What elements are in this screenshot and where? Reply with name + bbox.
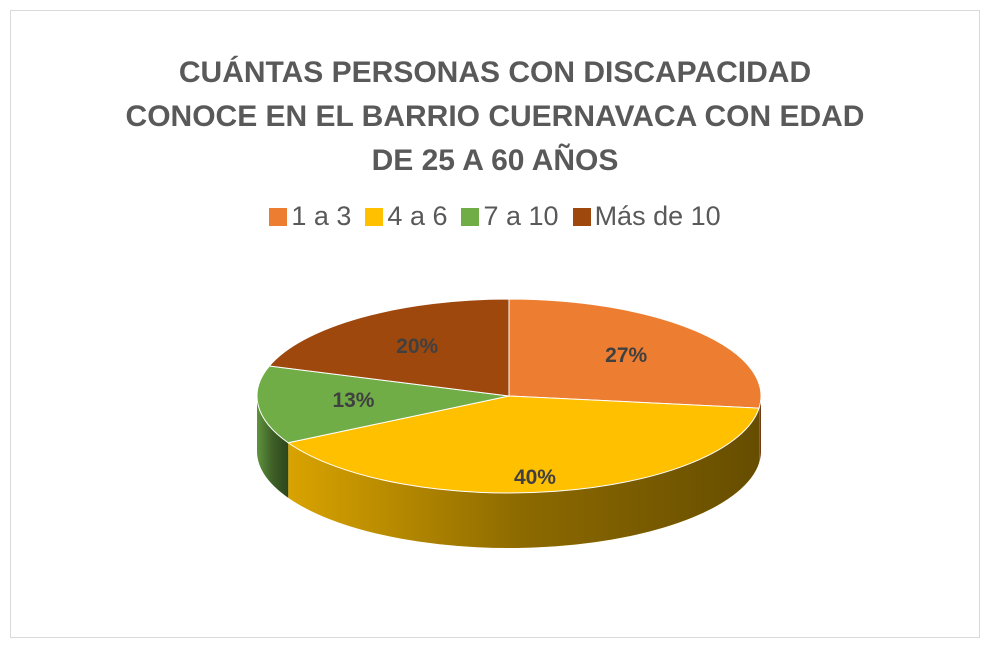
slice bbox=[268, 298, 510, 397]
legend-item: 4 a 6 bbox=[365, 201, 447, 232]
legend-label: 1 a 3 bbox=[291, 201, 352, 231]
legend-item: Más de 10 bbox=[572, 201, 721, 232]
legend: 1 a 3 4 a 6 7 a 10 Más de 10 bbox=[11, 201, 979, 232]
slice bbox=[508, 298, 762, 409]
chart-frame: CUÁNTAS PERSONAS CON DISCAPACIDAD CONOCE… bbox=[10, 10, 980, 638]
legend-label: Más de 10 bbox=[594, 201, 721, 231]
slice bbox=[286, 395, 760, 494]
data-label: 13% bbox=[332, 389, 374, 412]
legend-item: 1 a 3 bbox=[269, 201, 351, 232]
legend-swatch bbox=[461, 207, 480, 226]
legend-swatch bbox=[572, 207, 591, 226]
title-box: CUÁNTAS PERSONAS CON DISCAPACIDAD CONOCE… bbox=[11, 51, 979, 183]
legend-swatch bbox=[365, 207, 384, 226]
chart-title: CUÁNTAS PERSONAS CON DISCAPACIDAD CONOCE… bbox=[125, 56, 865, 177]
legend-swatch bbox=[269, 207, 288, 226]
side-shade bbox=[288, 408, 760, 549]
legend-item: 7 a 10 bbox=[461, 201, 559, 232]
side-shade bbox=[257, 396, 289, 498]
legend-label: 4 a 6 bbox=[387, 201, 448, 231]
side-shade bbox=[759, 396, 761, 464]
data-label: 20% bbox=[396, 335, 438, 358]
data-label: 40% bbox=[514, 466, 556, 489]
chart: 27% 40% 13% 20% bbox=[256, 298, 762, 549]
data-label: 27% bbox=[605, 344, 647, 367]
legend-label: 7 a 10 bbox=[483, 201, 559, 231]
slice bbox=[256, 365, 510, 444]
